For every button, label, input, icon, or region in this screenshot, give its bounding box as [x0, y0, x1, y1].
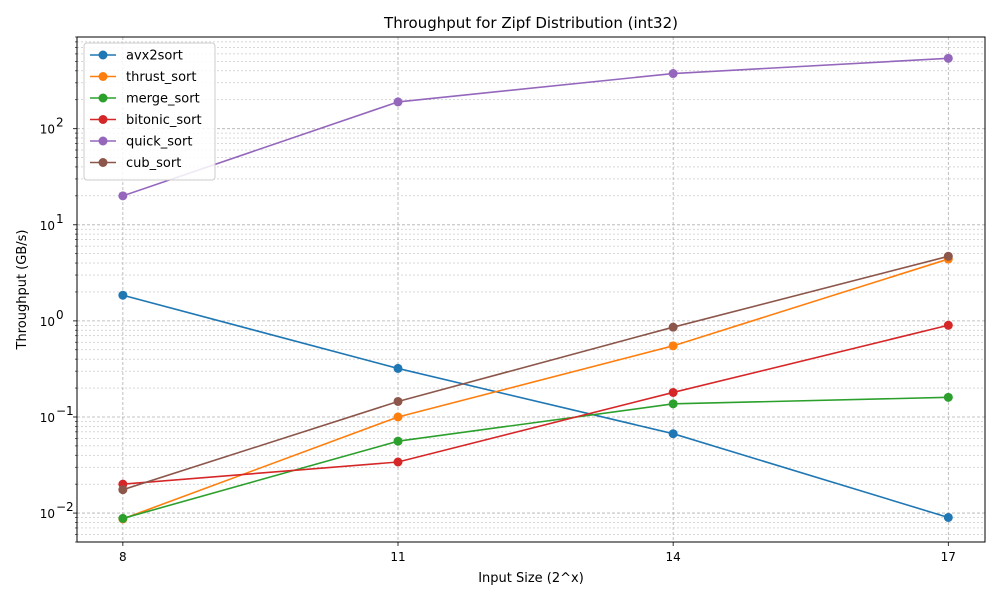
chart-title: Throughput for Zipf Distribution (int32) — [383, 14, 678, 32]
data-point-cub_sort — [668, 322, 678, 332]
legend-marker — [98, 50, 108, 60]
legend-label: bitonic_sort — [126, 113, 202, 128]
legend-box — [83, 42, 216, 181]
series-line-quick_sort — [122, 57, 949, 197]
legend-label: merge_sort — [126, 92, 200, 107]
grid-minor — [77, 36, 985, 543]
legend-item-quick_sort: quick_sort — [90, 135, 192, 150]
data-point-cub_sort — [118, 485, 128, 495]
y-tick-label: 10 — [40, 123, 55, 137]
legend-marker — [98, 136, 108, 146]
data-point-quick_sort — [668, 69, 678, 79]
x-axis-label: Input Size (2^x) — [478, 571, 584, 586]
legend-item-cub_sort: cub_sort — [90, 156, 181, 171]
y-tick-label: 10 — [40, 315, 55, 329]
legend-item-thrust_sort: thrust_sort — [90, 70, 196, 85]
legend-marker — [98, 93, 108, 103]
series-cub_sort — [118, 251, 953, 495]
series-quick_sort — [118, 53, 953, 201]
data-point-quick_sort — [118, 191, 128, 201]
legend-marker — [98, 72, 108, 81]
data-point-merge_sort — [118, 513, 128, 523]
series-line-cub_sort — [122, 255, 949, 491]
y-tick-exponent: 2 — [56, 116, 64, 130]
y-tick-label: 10 — [40, 219, 55, 233]
series-line-avx2sort — [122, 294, 949, 519]
legend-marker — [98, 115, 108, 124]
legend-label: avx2sort — [126, 49, 183, 64]
legend-item-bitonic_sort: bitonic_sort — [90, 113, 202, 128]
legend: avx2sort thrust_sort merge_sort bitonic_sor… — [83, 42, 216, 181]
y-tick-label: 10 — [40, 507, 55, 521]
legend-label: quick_sort — [126, 135, 192, 150]
series-line-bitonic_sort — [122, 324, 949, 485]
data-point-cub_sort — [943, 251, 953, 261]
data-point-bitonic_sort — [393, 457, 403, 467]
data-point-cub_sort — [393, 396, 403, 406]
x-tick-label: 11 — [390, 550, 405, 564]
x-tick-label: 17 — [941, 550, 956, 564]
data-point-avx2sort — [118, 290, 128, 300]
x-tick-label: 14 — [666, 550, 681, 564]
legend-marker — [98, 158, 108, 167]
x-axis-ticks: 8 11 14 17 — [119, 542, 956, 564]
series-line-thrust_sort — [122, 258, 949, 520]
data-point-thrust_sort — [668, 341, 678, 351]
y-tick-exponent: −1 — [56, 404, 74, 418]
data-point-merge_sort — [393, 436, 403, 446]
legend-item-avx2sort: avx2sort — [90, 49, 183, 64]
series-line-merge_sort — [122, 396, 949, 520]
data-point-avx2sort — [943, 512, 953, 522]
legend-label: cub_sort — [126, 156, 181, 171]
y-tick-exponent: 0 — [56, 308, 64, 322]
data-point-avx2sort — [393, 363, 403, 373]
y-tick-exponent: −2 — [56, 500, 74, 514]
y-tick-label: 10 — [40, 411, 55, 425]
y-tick-exponent: 1 — [56, 212, 64, 226]
plot-frame — [76, 36, 986, 543]
data-point-bitonic_sort — [668, 387, 678, 397]
data-point-avx2sort — [668, 429, 678, 439]
legend-label: thrust_sort — [126, 70, 196, 85]
data-point-merge_sort — [668, 399, 678, 409]
data-point-merge_sort — [943, 392, 953, 402]
series-avx2sort — [118, 290, 953, 522]
series-layer — [118, 53, 953, 524]
data-point-quick_sort — [393, 97, 403, 107]
data-point-quick_sort — [943, 53, 953, 63]
data-point-bitonic_sort — [943, 320, 953, 330]
x-tick-label: 8 — [119, 550, 127, 564]
series-merge_sort — [118, 392, 953, 523]
data-point-thrust_sort — [393, 412, 403, 422]
y-axis-label: Throughput (GB/s) — [15, 230, 30, 351]
legend-item-merge_sort: merge_sort — [90, 92, 200, 107]
